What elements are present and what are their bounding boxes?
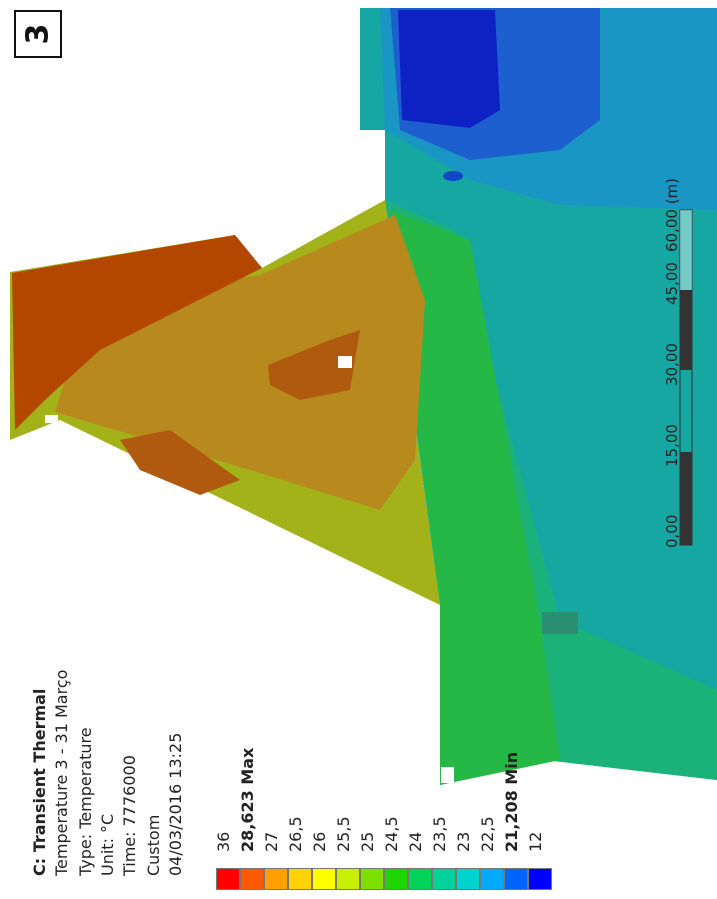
- legend-label: 24,5: [382, 816, 401, 852]
- result-line: Temperature 3 - 31 Março: [52, 669, 71, 876]
- legend-swatch: [288, 868, 312, 890]
- cold-spot: [443, 171, 463, 181]
- result-line: Unit: °C: [98, 813, 117, 876]
- legend-swatch: [264, 868, 288, 890]
- green-band: [390, 210, 560, 785]
- legend-swatch: [360, 868, 384, 890]
- legend-label: 28,623 Max: [238, 747, 257, 852]
- legend-swatch: [336, 868, 360, 890]
- result-line: Type: Temperature: [76, 727, 95, 876]
- scale-tick-label: 45,00: [663, 262, 681, 305]
- result-line: Custom: [144, 814, 163, 876]
- scale-bar: [679, 209, 693, 546]
- legend-swatch: [432, 868, 456, 890]
- legend-swatch: [504, 868, 528, 890]
- legend-label: 21,208 Min: [502, 751, 521, 852]
- result-title: C: Transient Thermal: [30, 688, 49, 876]
- legend-label: 22,5: [478, 816, 497, 852]
- legend-label: 36: [214, 831, 233, 852]
- legend-label: 23: [454, 831, 473, 852]
- result-line: Time: 7776000: [120, 755, 139, 876]
- legend-swatch: [456, 868, 480, 890]
- legend-swatch: [216, 868, 240, 890]
- legend-label: 27: [262, 831, 281, 852]
- legend-label: 24: [406, 831, 425, 852]
- scale-tick-label: 0,00: [663, 514, 681, 548]
- legend-swatch: [384, 868, 408, 890]
- legend-swatch: [240, 868, 264, 890]
- legend-swatch: [408, 868, 432, 890]
- legend-label: 23,5: [430, 816, 449, 852]
- dam-hot-top: [12, 235, 262, 430]
- scale-tick-label: 30,00: [663, 343, 681, 386]
- legend-swatch: [312, 868, 336, 890]
- dam-hot-pockets: [120, 330, 360, 495]
- legend-label: 26: [310, 831, 329, 852]
- scale-tick-label: 60,00 (m): [663, 177, 681, 252]
- legend-label: 25: [358, 831, 377, 852]
- legend-label: 12: [526, 831, 545, 852]
- legend-label: 26,5: [286, 816, 305, 852]
- legend-swatch: [528, 868, 552, 890]
- deep-blue-core: [398, 10, 500, 128]
- legend-label: 25,5: [334, 816, 353, 852]
- result-line: 04/03/2016 13:25: [166, 732, 185, 876]
- gradient-inset: [542, 612, 578, 634]
- scale-tick-label: 15,00: [663, 424, 681, 467]
- sensor-marker: [338, 356, 352, 368]
- legend-swatch: [480, 868, 504, 890]
- figure-number-badge: 3: [14, 10, 62, 58]
- sensor-marker: [441, 767, 454, 783]
- sensor-marker: [45, 415, 58, 423]
